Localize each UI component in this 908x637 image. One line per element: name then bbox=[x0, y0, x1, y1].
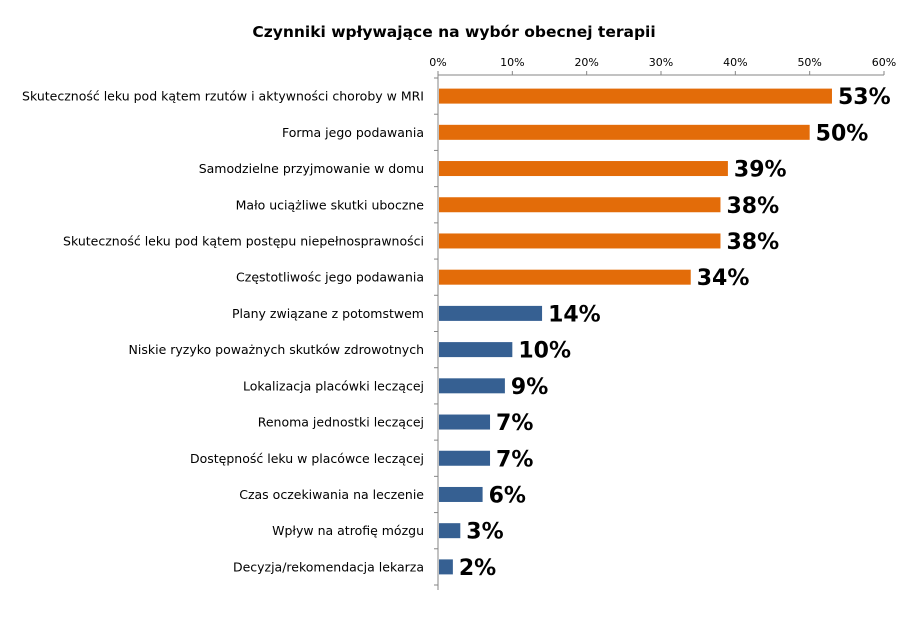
bar bbox=[439, 161, 728, 177]
x-tick-label: 40% bbox=[723, 56, 747, 69]
bar bbox=[439, 450, 491, 466]
bar bbox=[439, 523, 461, 539]
category-label: Skuteczność leku pod kątem postępu niepe… bbox=[63, 233, 424, 248]
value-label: 9% bbox=[511, 375, 548, 400]
x-tick-label: 30% bbox=[649, 56, 673, 69]
bar bbox=[439, 197, 721, 213]
category-label: Niskie ryzyko poważnych skutków zdrowotn… bbox=[129, 342, 424, 357]
bar bbox=[439, 342, 513, 358]
value-label: 7% bbox=[496, 411, 533, 436]
value-label: 2% bbox=[459, 556, 496, 581]
bar bbox=[439, 124, 810, 140]
category-label: Samodzielne przyjmowanie w domu bbox=[199, 161, 424, 176]
value-label: 38% bbox=[726, 230, 779, 255]
category-label: Czas oczekiwania na leczenie bbox=[239, 487, 424, 502]
bar bbox=[439, 486, 483, 502]
category-label: Mało uciążliwe skutki uboczne bbox=[236, 197, 425, 212]
bar bbox=[439, 269, 691, 285]
category-label: Renoma jednostki leczącej bbox=[258, 415, 424, 430]
x-tick-label: 10% bbox=[500, 56, 524, 69]
bar bbox=[439, 305, 543, 321]
category-label: Plany związane z potomstwem bbox=[232, 306, 424, 321]
bars: Skuteczność leku pod kątem rzutów i akty… bbox=[22, 85, 891, 581]
category-label: Częstotliwośc jego podawania bbox=[236, 270, 424, 285]
x-axis: 0% 10% 20% 30% 40% 50% 60% bbox=[429, 56, 896, 590]
chart-title: Czynniki wpływające na wybór obecnej ter… bbox=[252, 23, 655, 41]
category-label: Forma jego podawania bbox=[282, 125, 424, 140]
x-tick-label: 20% bbox=[574, 56, 598, 69]
value-label: 10% bbox=[518, 339, 571, 364]
value-label: 7% bbox=[496, 447, 533, 472]
bar bbox=[439, 233, 721, 249]
bar bbox=[439, 559, 453, 575]
bar bbox=[439, 378, 505, 394]
value-label: 50% bbox=[816, 121, 869, 146]
value-label: 53% bbox=[838, 85, 891, 110]
bar bbox=[439, 88, 832, 104]
value-label: 14% bbox=[548, 302, 601, 327]
x-tick-label: 60% bbox=[872, 56, 896, 69]
value-label: 38% bbox=[726, 194, 779, 219]
x-tick-label: 0% bbox=[429, 56, 446, 69]
value-label: 3% bbox=[466, 520, 503, 545]
value-label: 39% bbox=[734, 158, 787, 183]
x-tick-label: 50% bbox=[797, 56, 821, 69]
category-label: Skuteczność leku pod kątem rzutów i akty… bbox=[22, 89, 424, 104]
category-label: Dostępność leku w placówce leczącej bbox=[190, 451, 424, 466]
category-label: Decyzja/rekomendacja lekarza bbox=[233, 559, 424, 574]
value-label: 6% bbox=[489, 483, 526, 508]
category-label: Lokalizacja placówki leczącej bbox=[243, 378, 424, 393]
bar bbox=[439, 414, 491, 430]
value-label: 34% bbox=[697, 266, 750, 291]
category-label: Wpływ na atrofię mózgu bbox=[272, 523, 424, 538]
